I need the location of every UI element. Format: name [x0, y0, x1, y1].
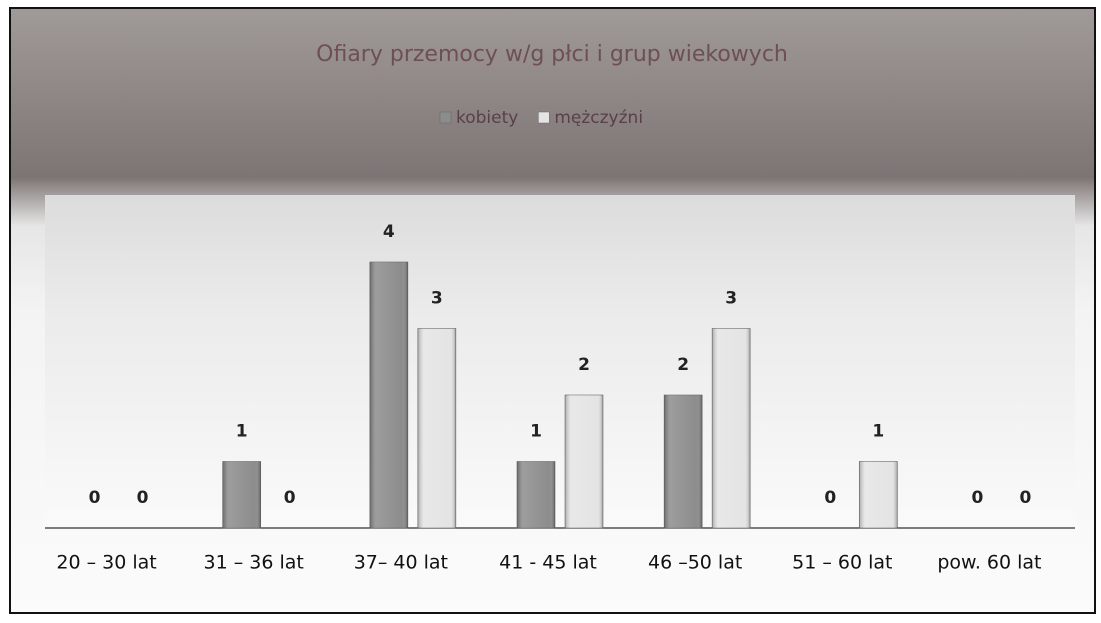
legend-label: mężczyźni	[554, 108, 643, 128]
data-label: 0	[284, 488, 296, 508]
x-tick-label: 51 – 60 lat	[792, 552, 892, 574]
data-label: 3	[725, 289, 737, 309]
data-label: 0	[972, 488, 984, 508]
plot-area	[45, 195, 1075, 528]
data-label: 2	[578, 355, 590, 375]
data-label: 4	[383, 222, 395, 242]
x-tick-label: pow. 60 lat	[937, 552, 1041, 574]
chart-title: Ofiary przemocy w/g płci i grup wiekowyc…	[316, 42, 788, 67]
x-tick-label: 20 – 30 lat	[56, 552, 156, 574]
data-label: 0	[824, 488, 836, 508]
data-label: 1	[236, 422, 248, 442]
bar-shade	[369, 262, 408, 528]
bar-shade	[859, 461, 898, 528]
data-label: 1	[530, 422, 542, 442]
bar-shade	[712, 328, 751, 528]
bar-shade	[664, 395, 703, 528]
bar-shade	[565, 395, 603, 528]
x-tick-label: 46 –50 lat	[648, 552, 742, 574]
x-tick-label: 37– 40 lat	[354, 552, 448, 574]
bar-shade	[417, 328, 456, 528]
data-label: 0	[89, 488, 101, 508]
legend-swatch	[538, 111, 550, 124]
data-label: 0	[1020, 488, 1032, 508]
x-tick-label: 31 – 36 lat	[204, 552, 304, 574]
bar-shade	[222, 461, 261, 528]
legend-swatch	[439, 111, 452, 124]
x-tick-label: 41 - 45 lat	[499, 552, 597, 574]
data-label: 0	[137, 488, 149, 508]
data-label: 2	[677, 355, 689, 375]
legend-label: kobiety	[456, 108, 518, 128]
bar-shade	[517, 461, 555, 528]
data-label: 1	[872, 422, 884, 442]
data-label: 3	[431, 289, 443, 309]
